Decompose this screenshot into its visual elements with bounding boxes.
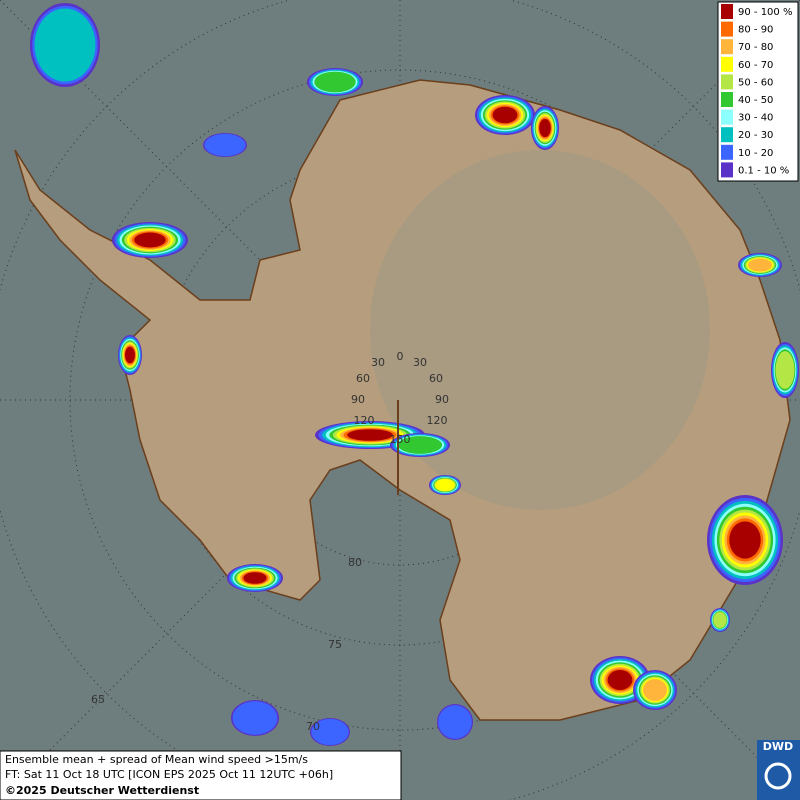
caption-line: Ensemble mean + spread of Mean wind spee… bbox=[5, 753, 308, 766]
wind-area bbox=[775, 351, 795, 389]
legend-label: 70 - 80 bbox=[738, 42, 773, 53]
legend-label: 30 - 40 bbox=[738, 113, 773, 124]
logo-text: DWD bbox=[763, 740, 793, 753]
caption-line: FT: Sat 11 Oct 18 UTC [ICON EPS 2025 Oct… bbox=[5, 768, 333, 781]
legend-swatch bbox=[721, 144, 733, 160]
wind-area bbox=[748, 258, 772, 272]
wind-area bbox=[643, 679, 667, 701]
grid-label: 30 bbox=[371, 356, 385, 369]
legend-label: 90 - 100 % bbox=[738, 7, 792, 18]
wind-area bbox=[607, 670, 633, 690]
logo bbox=[757, 740, 800, 800]
wind-area bbox=[34, 8, 96, 82]
grid-label: 80 bbox=[348, 556, 362, 569]
legend-label: 40 - 50 bbox=[738, 95, 773, 106]
legend-label: 60 - 70 bbox=[738, 60, 773, 71]
wind-area bbox=[729, 521, 761, 559]
wind-area bbox=[347, 429, 393, 441]
legend-swatch bbox=[721, 39, 733, 55]
wind-area bbox=[435, 478, 455, 492]
legend-swatch bbox=[721, 162, 733, 178]
wind-area bbox=[243, 572, 267, 584]
wind-area bbox=[713, 611, 727, 629]
legend-swatch bbox=[721, 21, 733, 37]
caption-box bbox=[0, 750, 402, 800]
wind-area bbox=[314, 71, 356, 93]
wind-area bbox=[539, 118, 551, 138]
legend-swatch bbox=[721, 4, 733, 19]
caption-line: ©2025 Deutscher Wetterdienst bbox=[5, 784, 199, 797]
wind-area bbox=[492, 106, 518, 124]
legend-label: 50 - 60 bbox=[738, 77, 773, 88]
grid-label: 0 bbox=[397, 350, 404, 363]
grid-label: 60 bbox=[429, 372, 443, 385]
legend-swatch bbox=[721, 127, 733, 143]
plateau bbox=[370, 150, 710, 510]
wind-area bbox=[397, 436, 443, 454]
wind-area bbox=[311, 718, 349, 746]
grid-label: 60 bbox=[356, 372, 370, 385]
grid-label: 30 bbox=[413, 356, 427, 369]
legend-label: 20 - 30 bbox=[738, 130, 773, 141]
legend-label: 0.1 - 10 % bbox=[738, 165, 789, 176]
wind-area bbox=[204, 133, 246, 157]
legend: 90 - 100 % 80 - 90 70 - 80 60 - 70 50 - 60 40… bbox=[717, 1, 799, 182]
grid-label: 70 bbox=[306, 720, 320, 733]
grid-label: 90 bbox=[435, 393, 449, 406]
legend-swatch bbox=[721, 56, 733, 72]
wind-areas bbox=[30, 3, 799, 746]
wind-area bbox=[134, 232, 166, 248]
legend-swatch bbox=[721, 74, 733, 90]
grid-label: 90 bbox=[351, 393, 365, 406]
legend-label: 10 - 20 bbox=[738, 148, 773, 159]
grid-label: 120 bbox=[427, 414, 448, 427]
legend-swatch bbox=[721, 92, 733, 107]
wind-area bbox=[438, 705, 472, 739]
wind-area bbox=[125, 346, 135, 364]
legend-label: 80 - 90 bbox=[738, 25, 773, 36]
grid-label: 120 bbox=[354, 414, 375, 427]
grid-label: 65 bbox=[91, 693, 105, 706]
grid-label: 75 bbox=[328, 638, 342, 651]
legend-swatch bbox=[721, 109, 733, 125]
grid-label: 150 bbox=[390, 433, 411, 446]
wind-area bbox=[232, 701, 278, 735]
logo-swirl bbox=[764, 762, 792, 790]
